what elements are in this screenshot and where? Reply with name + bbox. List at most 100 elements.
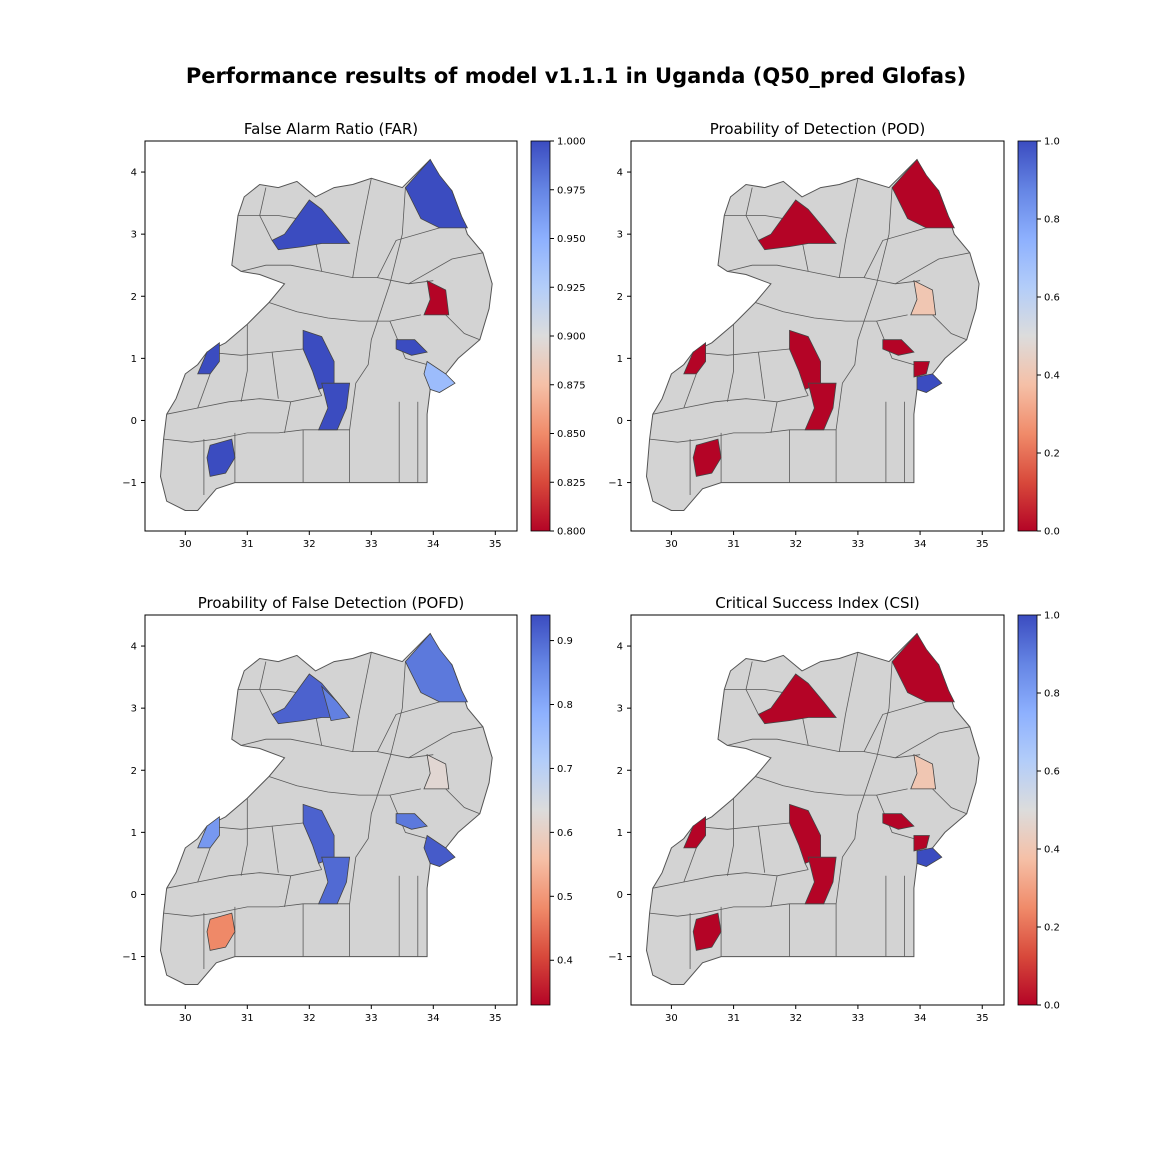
region-east: [882, 339, 915, 356]
district-boundary: [318, 389, 323, 396]
region-east-south-a: [913, 361, 930, 378]
colorbar-tick-label: 0.2: [1044, 923, 1060, 934]
colorbar-tick-label: 0.4: [1044, 371, 1060, 382]
district-boundary: [377, 701, 440, 752]
y-tick-label: −1: [122, 952, 137, 963]
colorbar-tick-label: 0.4: [1044, 845, 1060, 856]
district-boundary: [727, 324, 734, 402]
region-north-east: [891, 632, 955, 703]
district-boundary: [284, 401, 292, 433]
panel-title-csi: Critical Success Index (CSI): [715, 594, 920, 612]
district-boundary: [240, 324, 248, 402]
region-east: [882, 813, 915, 830]
y-tick-label: −1: [122, 478, 137, 489]
district-boundary: [863, 227, 927, 278]
y-tick-label: 1: [617, 354, 623, 365]
colorbar-tick-label: 0.0: [1044, 1001, 1060, 1012]
region-central-south: [804, 382, 837, 431]
colorbar-tick-label: 0.9: [557, 636, 573, 647]
colorbar-tick-label: 1.000: [557, 137, 586, 148]
colorbar-tick-label: 0.975: [557, 185, 586, 196]
colorbar-tick-label: 0.6: [557, 828, 573, 839]
country-outline: [159, 158, 493, 511]
district-boundary: [163, 903, 304, 917]
y-tick-label: 4: [131, 168, 137, 179]
y-tick-label: 2: [131, 766, 137, 777]
y-tick-label: 3: [617, 704, 623, 715]
district-boundary: [932, 314, 967, 341]
district-boundary: [241, 738, 434, 759]
x-tick-label: 35: [976, 539, 989, 550]
colorbar-tick-label: 0.8: [1044, 689, 1060, 700]
district-boundary: [445, 314, 480, 341]
x-tick-label: 30: [665, 1013, 678, 1024]
district-boundary: [206, 822, 304, 830]
district-boundary: [268, 776, 421, 796]
district-boundary: [863, 701, 927, 752]
colorbar-tick-label: 0.825: [557, 478, 586, 489]
district-boundary: [755, 302, 908, 322]
y-tick-label: 4: [617, 168, 623, 179]
y-tick-label: 4: [131, 642, 137, 653]
region-east-south-a: [913, 835, 930, 852]
x-tick-label: 30: [179, 1013, 192, 1024]
region-east-south-b: [916, 373, 943, 393]
district-boundary: [876, 794, 915, 839]
district-boundary: [863, 187, 893, 322]
region-south-west: [206, 912, 236, 951]
x-tick-label: 33: [365, 1013, 378, 1024]
region-south-west: [692, 912, 722, 951]
region-central-south: [317, 382, 351, 431]
y-tick-label: 0: [617, 416, 623, 427]
colorbar-tick-label: 0.850: [557, 429, 586, 440]
district-boundary: [445, 788, 480, 815]
district-boundary: [377, 187, 406, 322]
region-east-south: [423, 834, 456, 867]
y-tick-label: −1: [608, 478, 623, 489]
x-tick-label: 32: [789, 1013, 802, 1024]
district-boundary: [683, 373, 697, 409]
y-tick-label: 3: [617, 230, 623, 241]
district-boundary: [693, 822, 790, 830]
colorbar-tick-label: 1.0: [1044, 611, 1060, 622]
district-boundary: [271, 826, 279, 873]
country-outline: [159, 632, 493, 985]
district-boundary: [377, 661, 406, 796]
region-east-south: [423, 360, 456, 393]
region-east: [395, 339, 428, 356]
region-east-north: [910, 753, 937, 790]
district-boundary: [268, 302, 421, 322]
district-boundary: [835, 320, 865, 430]
x-tick-label: 33: [852, 539, 865, 550]
region-north-east: [891, 158, 955, 229]
x-tick-label: 35: [489, 1013, 502, 1024]
colorbar-tick-label: 0.6: [1044, 293, 1060, 304]
district-boundary: [835, 794, 865, 904]
district-boundary: [804, 863, 809, 870]
district-boundary: [838, 178, 859, 278]
x-tick-label: 31: [241, 539, 254, 550]
colorbar-tick-label: 0.875: [557, 380, 586, 391]
district-boundary: [652, 869, 809, 889]
district-boundary: [389, 320, 428, 365]
colorbar-tick-label: 0.2: [1044, 449, 1060, 460]
district-boundary: [318, 863, 323, 870]
district-boundary: [804, 389, 809, 396]
region-north-central-b: [320, 685, 351, 722]
x-tick-label: 30: [665, 539, 678, 550]
y-tick-label: 0: [617, 890, 623, 901]
district-boundary: [758, 352, 766, 399]
district-boundary: [377, 227, 440, 278]
x-tick-label: 34: [914, 539, 927, 550]
x-tick-label: 33: [365, 539, 378, 550]
country-outline: [645, 158, 980, 511]
district-boundary: [755, 776, 908, 796]
district-boundary: [271, 352, 279, 399]
x-tick-label: 32: [303, 1013, 316, 1024]
district-boundary: [932, 788, 967, 815]
region-west: [197, 341, 220, 375]
colorbar: [530, 140, 551, 532]
y-tick-label: 0: [131, 416, 137, 427]
y-tick-label: 3: [131, 230, 137, 241]
